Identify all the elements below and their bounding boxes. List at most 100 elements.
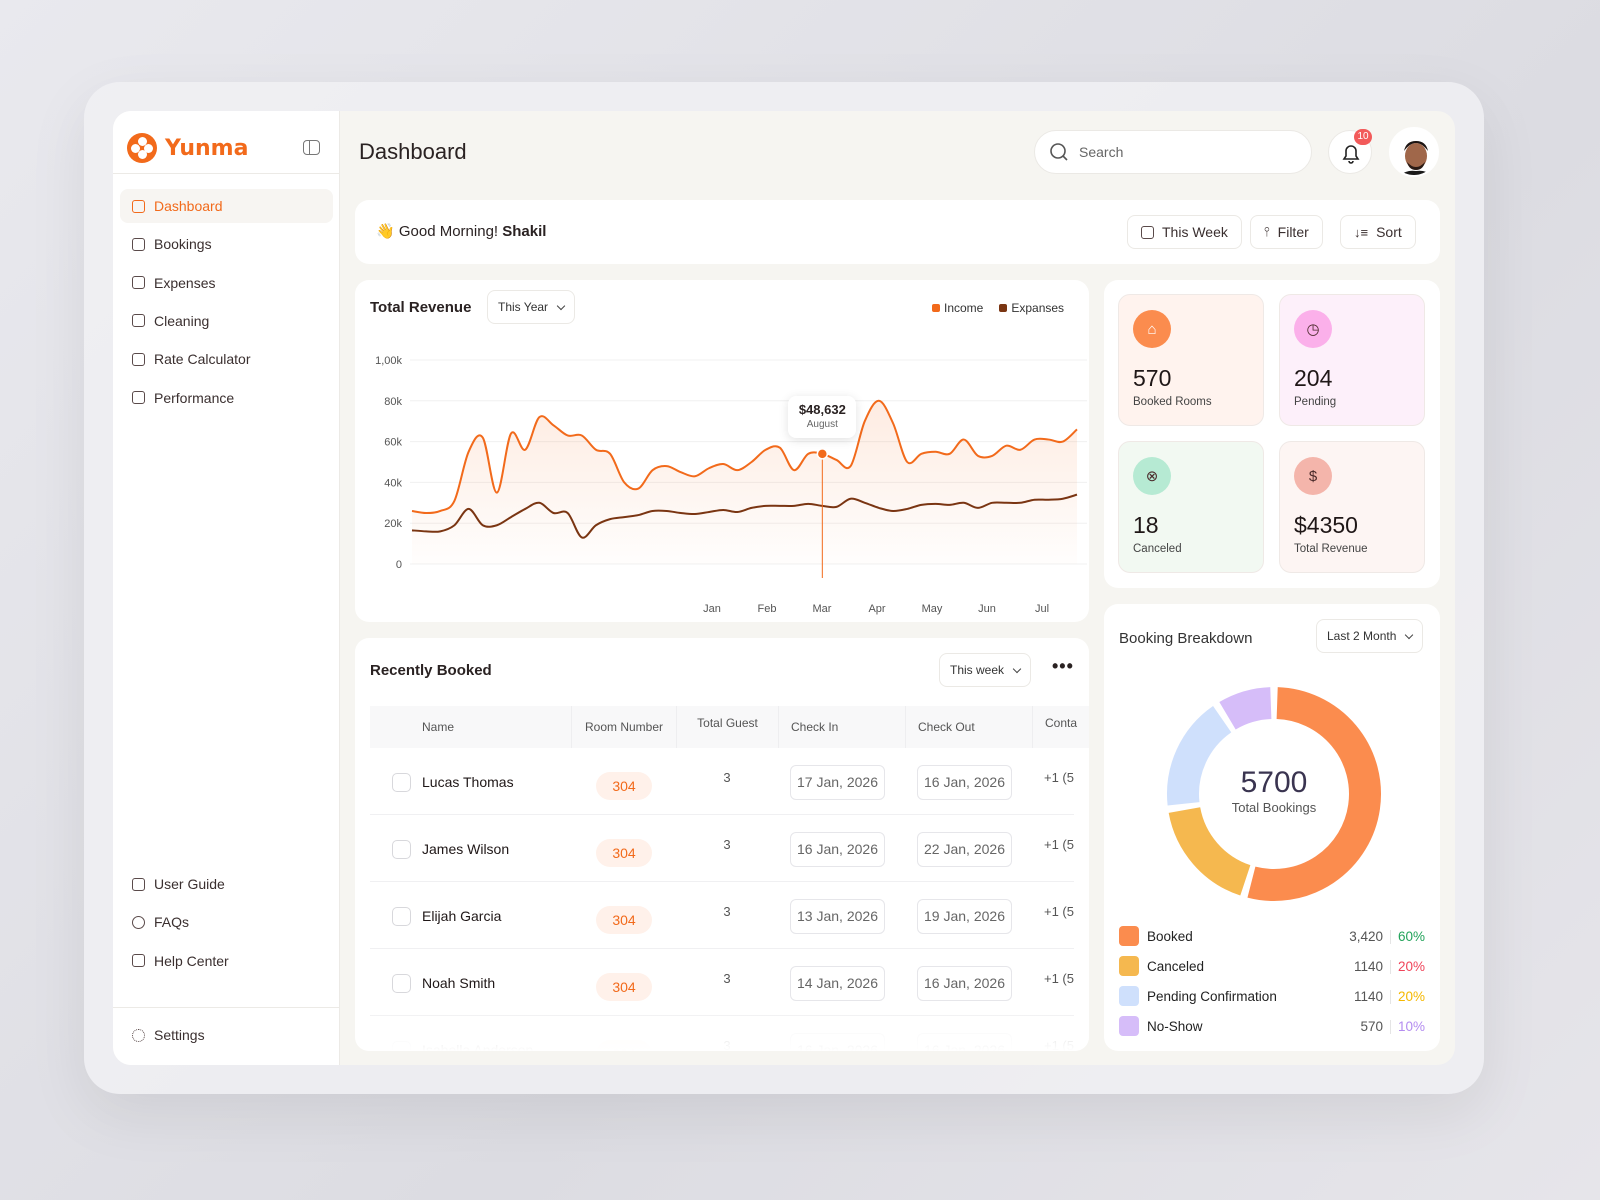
this-week-button[interactable]: This Week — [1127, 215, 1242, 249]
total-bookings-label: Total Bookings — [1231, 800, 1317, 815]
document-icon — [132, 276, 145, 290]
check-in-date[interactable]: 16 Jan, 2026 — [790, 832, 885, 867]
document-icon — [132, 314, 145, 328]
donut-segment-pending-confirmation[interactable] — [1167, 706, 1232, 806]
room-badge: 304 — [596, 772, 652, 800]
column-header[interactable]: Check In — [778, 706, 905, 748]
legend-swatch — [1119, 1016, 1139, 1036]
column-header-label: Check In — [791, 720, 839, 734]
check-out-date[interactable]: 19 Jan, 2026 — [917, 899, 1012, 934]
donut-segment-canceled[interactable] — [1168, 806, 1251, 896]
donut-chart — [1167, 687, 1381, 901]
sidebar-item-bookings[interactable]: Bookings — [120, 227, 333, 261]
highlight-point[interactable] — [816, 448, 829, 460]
check-out-date[interactable]: 16 Jan, 2026 — [917, 765, 1012, 800]
row-checkbox[interactable] — [392, 773, 411, 792]
recently-booked-card: Recently Booked This week ••• Name Room N… — [355, 638, 1089, 1051]
x-tick-label: Jan — [703, 603, 721, 615]
grid-icon — [132, 199, 145, 213]
sidebar-item-settings[interactable]: Settings — [120, 1018, 333, 1052]
sidebar-item-help-center[interactable]: Help Center — [120, 944, 333, 978]
sidebar-item-faqs[interactable]: FAQs — [120, 905, 333, 939]
sidebar-item-dashboard[interactable]: Dashboard — [120, 189, 333, 223]
revenue-card: Total Revenue This Year Income Expanses … — [355, 280, 1089, 622]
stat-label: Canceled — [1133, 543, 1182, 555]
sidebar-item-label: FAQs — [154, 914, 190, 931]
chart-tooltip: $48,632 August — [788, 395, 857, 438]
legend-item[interactable]: Pending Confirmation 1140 20% — [1119, 986, 1425, 1008]
stat-label: Pending — [1294, 396, 1337, 408]
sidebar-item-rate-calculator[interactable]: Rate Calculator — [120, 342, 333, 376]
sort-button[interactable]: ↓≡ Sort — [1340, 215, 1416, 249]
table-row[interactable]: James Wilson 304 3 16 Jan, 2026 22 Jan, … — [370, 815, 1074, 882]
column-header[interactable]: Room Number — [571, 706, 676, 748]
check-in-date[interactable]: 14 Jan, 2026 — [790, 966, 885, 1001]
avatar[interactable] — [1389, 127, 1439, 177]
stat-card[interactable]: ⊗ 18 Canceled — [1118, 441, 1264, 573]
calendar-icon — [132, 237, 145, 251]
dropdown-value: Last 2 Month — [1327, 629, 1397, 643]
period-dropdown[interactable]: Last 2 Month — [1316, 619, 1424, 653]
sidebar-item-performance[interactable]: Performance — [120, 381, 333, 415]
column-header[interactable]: Conta — [1032, 706, 1089, 748]
stat-card[interactable]: $ $4350 Total Revenue — [1279, 441, 1425, 573]
check-out-date[interactable]: 16 Jan, 2026 — [917, 966, 1012, 1001]
check-in-date[interactable]: 17 Jan, 2026 — [790, 765, 885, 800]
legend-swatch — [1119, 926, 1139, 946]
filter-button[interactable]: ⫯ Filter — [1250, 215, 1323, 249]
check-out-date[interactable]: 22 Jan, 2026 — [917, 832, 1012, 867]
legend-expenses: Expanses — [999, 301, 1064, 315]
donut-segment-no-show[interactable] — [1219, 687, 1273, 730]
legend-item[interactable]: Canceled 1140 20% — [1119, 956, 1425, 978]
more-options-icon[interactable]: ••• — [1052, 656, 1074, 676]
stat-value: 204 — [1294, 365, 1333, 391]
legend-label: Booked — [1147, 929, 1193, 944]
sidebar-item-label: Cleaning — [154, 312, 210, 329]
period-dropdown[interactable]: This week — [939, 653, 1032, 687]
stat-card[interactable]: ⌂ 570 Booked Rooms — [1118, 294, 1264, 426]
chevron-down-icon — [1405, 630, 1414, 639]
row-checkbox[interactable] — [392, 840, 411, 859]
y-tick-label: 80k — [384, 396, 402, 408]
stat-card[interactable]: ◷ 204 Pending — [1279, 294, 1425, 426]
period-dropdown[interactable]: This Year — [487, 290, 576, 324]
contact: +1 (5 — [1044, 837, 1074, 852]
sidebar-item-cleaning[interactable]: Cleaning — [120, 304, 333, 338]
legend-item[interactable]: Booked 3,420 60% — [1119, 926, 1425, 948]
row-checkbox[interactable] — [392, 907, 411, 926]
legend-item[interactable]: No-Show 570 10% — [1119, 1016, 1425, 1038]
column-header[interactable]: Check Out — [905, 706, 1032, 748]
table-row[interactable]: Noah Smith 304 3 14 Jan, 2026 16 Jan, 20… — [370, 949, 1074, 1016]
logo[interactable]: Yunma — [127, 133, 248, 163]
row-checkbox[interactable] — [392, 974, 411, 993]
dropdown-value: This Year — [498, 300, 549, 314]
guest-name: Elijah Garcia — [422, 908, 502, 924]
search-input[interactable]: Search — [1034, 130, 1312, 174]
column-header-label: Name — [422, 720, 455, 734]
donut-segment-booked[interactable] — [1247, 687, 1381, 901]
sidebar-item-user-guide[interactable]: User Guide — [120, 867, 333, 901]
legend-swatch — [1119, 956, 1139, 976]
guest-count: 3 — [723, 904, 731, 919]
stat-value: 18 — [1133, 512, 1159, 538]
income-area — [412, 400, 1077, 564]
x-tick-label: Feb — [758, 603, 777, 615]
brand-name: Yunma — [165, 135, 249, 161]
table-row[interactable]: Elijah Garcia 304 3 13 Jan, 2026 19 Jan,… — [370, 882, 1074, 949]
sidebar-item-label: Settings — [154, 1027, 205, 1043]
room-badge: 304 — [596, 839, 652, 867]
sidebar-toggle-icon[interactable] — [303, 140, 320, 155]
clock-icon: ◷ — [1294, 310, 1332, 348]
table-row[interactable]: Lucas Thomas 304 3 17 Jan, 2026 16 Jan, … — [370, 748, 1074, 815]
stat-label: Booked Rooms — [1133, 396, 1212, 408]
column-header[interactable]: Total Guest — [676, 706, 778, 748]
check-in-date[interactable]: 13 Jan, 2026 — [790, 899, 885, 934]
donut-center: 5700 Total Bookings — [1164, 766, 1384, 815]
tooltip-value: $48,632 — [798, 401, 846, 417]
column-header[interactable]: Name — [370, 706, 571, 748]
greeting: 👋 Good Morning! Shakil — [376, 222, 546, 240]
fade-overlay — [355, 1011, 1089, 1051]
tooltip-label: August — [806, 418, 838, 430]
sidebar-item-expenses[interactable]: Expenses — [120, 266, 333, 300]
